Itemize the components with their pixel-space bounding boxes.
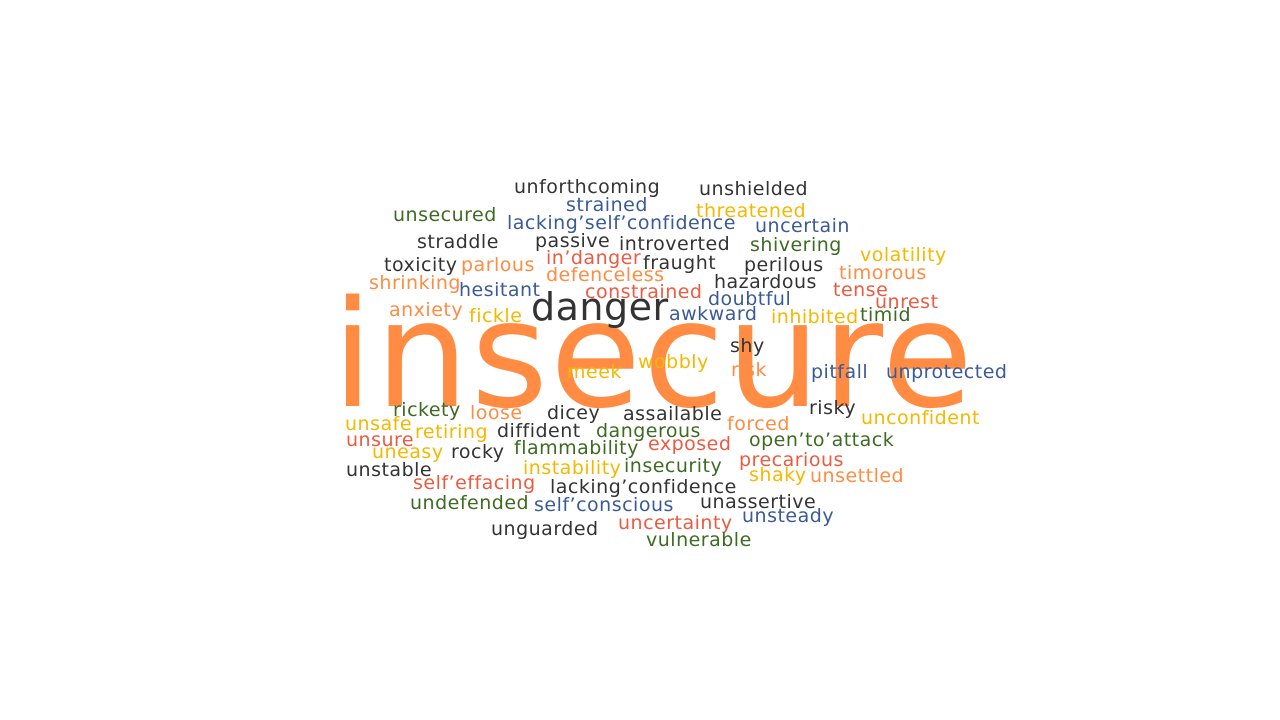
cloud-word: unsafe bbox=[345, 413, 413, 435]
cloud-word: unprotected bbox=[886, 361, 1008, 383]
cloud-word: shaky bbox=[749, 464, 807, 486]
cloud-word: unsteady bbox=[742, 505, 835, 527]
cloud-word: undefended bbox=[410, 492, 530, 514]
cloud-word: parlous bbox=[461, 254, 535, 276]
cloud-word: shivering bbox=[750, 234, 842, 256]
cloud-word: fraught bbox=[643, 252, 717, 274]
cloud-word: insecurity bbox=[624, 455, 723, 477]
cloud-word: assailable bbox=[623, 403, 723, 425]
cloud-word: self’effacing bbox=[413, 472, 536, 494]
cloud-word: introverted bbox=[619, 233, 731, 255]
cloud-word: unconfident bbox=[861, 407, 980, 429]
cloud-word: passive bbox=[535, 230, 611, 252]
cloud-word: shrinking bbox=[369, 272, 461, 294]
cloud-word: timid bbox=[860, 304, 912, 326]
cloud-word: wobbly bbox=[638, 351, 709, 373]
cloud-word: uncertain bbox=[755, 215, 850, 237]
cloud-word: anxiety bbox=[389, 299, 464, 321]
cloud-word: constrained bbox=[585, 281, 703, 303]
cloud-word: dicey bbox=[547, 402, 601, 424]
cloud-word: fickle bbox=[469, 305, 523, 327]
cloud-word: risk bbox=[731, 359, 767, 381]
cloud-word: timorous bbox=[839, 262, 927, 284]
cloud-word: threatened bbox=[696, 200, 807, 222]
cloud-word: flammability bbox=[514, 437, 639, 459]
cloud-word: forced bbox=[727, 413, 790, 435]
cloud-word: lacking’self’confidence bbox=[507, 212, 736, 234]
cloud-word: in’danger bbox=[546, 247, 642, 269]
cloud-word: hazardous bbox=[714, 271, 817, 293]
cloud-word: shy bbox=[730, 335, 765, 357]
cloud-word: unrest bbox=[875, 291, 939, 313]
cloud-word: exposed bbox=[648, 433, 732, 455]
main-word: insecure bbox=[332, 269, 975, 441]
cloud-word: defenceless bbox=[546, 264, 665, 286]
cloud-word: open’to’attack bbox=[749, 429, 895, 451]
cloud-word: volatility bbox=[860, 244, 947, 266]
cloud-word: unsettled bbox=[810, 465, 905, 487]
cloud-word: lacking’confidence bbox=[550, 476, 737, 498]
cloud-word: uncertainty bbox=[618, 512, 733, 534]
cloud-word: rocky bbox=[451, 441, 505, 463]
cloud-word: unstable bbox=[346, 459, 433, 481]
cloud-word: precarious bbox=[739, 449, 844, 471]
cloud-word: toxicity bbox=[384, 254, 458, 276]
cloud-word: unsure bbox=[346, 429, 415, 451]
cloud-word: rickety bbox=[393, 399, 461, 421]
secondary-word: danger bbox=[531, 285, 669, 329]
cloud-word: risky bbox=[809, 397, 857, 419]
cloud-word: diffident bbox=[497, 420, 581, 442]
cloud-word: inhibited bbox=[771, 306, 859, 328]
cloud-word: dangerous bbox=[596, 420, 701, 442]
cloud-word: unsecured bbox=[393, 204, 497, 226]
cloud-word: unassertive bbox=[700, 491, 817, 513]
cloud-word: loose bbox=[470, 402, 523, 424]
cloud-word: perilous bbox=[744, 254, 824, 276]
cloud-word: doubtful bbox=[708, 288, 792, 310]
cloud-word: meek bbox=[567, 361, 622, 383]
cloud-word: uneasy bbox=[372, 441, 444, 463]
cloud-word: hesitant bbox=[459, 279, 541, 301]
cloud-word: straddle bbox=[417, 231, 499, 253]
cloud-word: unshielded bbox=[699, 178, 809, 200]
cloud-word: unforthcoming bbox=[514, 176, 661, 198]
cloud-word: pitfall bbox=[811, 361, 869, 383]
cloud-word: vulnerable bbox=[646, 529, 752, 551]
cloud-word: self’conscious bbox=[534, 494, 674, 516]
cloud-word: tense bbox=[833, 279, 889, 301]
cloud-word: awkward bbox=[669, 303, 758, 325]
cloud-word: unguarded bbox=[491, 518, 599, 540]
cloud-word: strained bbox=[566, 194, 648, 216]
cloud-word: instability bbox=[523, 457, 622, 479]
cloud-word: retiring bbox=[415, 421, 489, 443]
